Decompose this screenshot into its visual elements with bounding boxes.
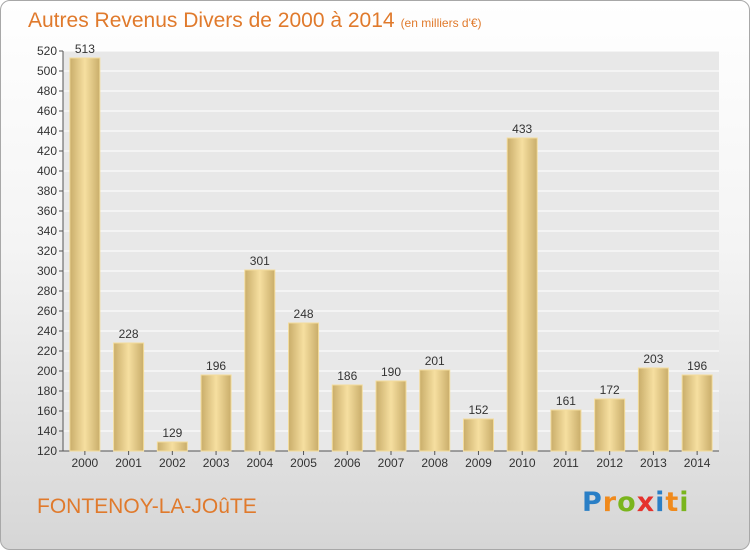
bar bbox=[113, 342, 145, 452]
bar bbox=[331, 384, 363, 452]
unit-label: (en milliers d'€) bbox=[400, 16, 482, 30]
logo-letter: x bbox=[636, 487, 656, 518]
y-tick-label: 240 bbox=[37, 324, 57, 338]
bar-value-label: 248 bbox=[294, 307, 314, 321]
x-tick-label: 2007 bbox=[378, 456, 405, 470]
chart-title-text: Autres Revenus Divers de 2000 à 2014 bbox=[28, 9, 395, 32]
y-tick-label: 360 bbox=[37, 204, 57, 218]
logo-letter: i bbox=[679, 487, 690, 518]
bar bbox=[156, 441, 188, 452]
commune-name: FONTENOY-LA-JOûTE bbox=[37, 495, 257, 518]
y-tick-label: 280 bbox=[37, 284, 57, 298]
y-tick-label: 500 bbox=[37, 64, 57, 78]
bar-value-label: 203 bbox=[643, 352, 663, 366]
x-tick-label: 2006 bbox=[334, 456, 361, 470]
logo-letter: o bbox=[617, 487, 637, 518]
bar bbox=[681, 374, 713, 452]
x-tick-label: 2003 bbox=[203, 456, 230, 470]
x-tick-label: 2011 bbox=[553, 456, 579, 470]
x-tick-label: 2014 bbox=[684, 456, 711, 470]
bar bbox=[69, 57, 101, 452]
bar bbox=[594, 398, 626, 452]
x-tick-label: 2013 bbox=[640, 456, 667, 470]
y-tick-label: 220 bbox=[37, 344, 57, 358]
bar-value-label: 129 bbox=[162, 426, 182, 440]
bar-value-label: 190 bbox=[381, 365, 401, 379]
bar-value-label: 228 bbox=[119, 327, 139, 341]
chart-title: Autres Revenus Divers de 2000 à 2014 (en … bbox=[28, 9, 482, 33]
bar-value-label: 196 bbox=[687, 359, 707, 373]
logo-letter: r bbox=[602, 487, 618, 518]
bar-value-label: 201 bbox=[425, 354, 445, 368]
y-tick-label: 320 bbox=[37, 244, 57, 258]
x-tick-label: 2000 bbox=[72, 456, 99, 470]
y-tick-label: 460 bbox=[37, 104, 57, 118]
y-tick-label: 140 bbox=[37, 424, 57, 438]
y-tick-label: 400 bbox=[37, 164, 57, 178]
x-tick-label: 2009 bbox=[465, 456, 492, 470]
bar bbox=[375, 380, 407, 452]
bar-value-label: 186 bbox=[337, 369, 357, 383]
bar-value-label: 433 bbox=[512, 122, 532, 136]
logo-letter: P bbox=[582, 487, 603, 518]
bar bbox=[550, 409, 582, 452]
bar bbox=[244, 269, 276, 452]
x-tick-label: 2010 bbox=[509, 456, 536, 470]
bar-value-label: 196 bbox=[206, 359, 226, 373]
proxiti-logo: Proxiti bbox=[582, 487, 690, 518]
y-tick-label: 120 bbox=[37, 444, 57, 458]
bar-value-label: 301 bbox=[250, 254, 270, 268]
x-tick-label: 2005 bbox=[290, 456, 317, 470]
bar-value-label: 513 bbox=[75, 42, 95, 56]
y-tick-label: 340 bbox=[37, 224, 57, 238]
bar bbox=[506, 137, 538, 452]
y-tick-label: 180 bbox=[37, 384, 57, 398]
x-tick-label: 2008 bbox=[421, 456, 448, 470]
x-tick-label: 2001 bbox=[115, 456, 142, 470]
bar-value-label: 161 bbox=[556, 394, 576, 408]
bar bbox=[419, 369, 451, 452]
bar bbox=[200, 374, 232, 452]
bar bbox=[288, 322, 320, 452]
y-tick-label: 420 bbox=[37, 144, 57, 158]
logo-letter: t bbox=[665, 487, 680, 518]
bar bbox=[462, 418, 494, 452]
y-tick-label: 160 bbox=[37, 404, 57, 418]
y-tick-label: 480 bbox=[37, 84, 57, 98]
bar-value-label: 152 bbox=[468, 403, 488, 417]
bar bbox=[637, 367, 669, 452]
bar-value-label: 172 bbox=[600, 383, 620, 397]
x-tick-label: 2012 bbox=[596, 456, 623, 470]
y-tick-label: 260 bbox=[37, 304, 57, 318]
x-tick-label: 2004 bbox=[246, 456, 273, 470]
y-tick-label: 520 bbox=[37, 44, 57, 58]
y-tick-label: 200 bbox=[37, 364, 57, 378]
x-tick-label: 2002 bbox=[159, 456, 186, 470]
y-tick-label: 300 bbox=[37, 264, 57, 278]
y-tick-label: 440 bbox=[37, 124, 57, 138]
logo-letter: i bbox=[655, 487, 666, 518]
y-tick-label: 380 bbox=[37, 184, 57, 198]
